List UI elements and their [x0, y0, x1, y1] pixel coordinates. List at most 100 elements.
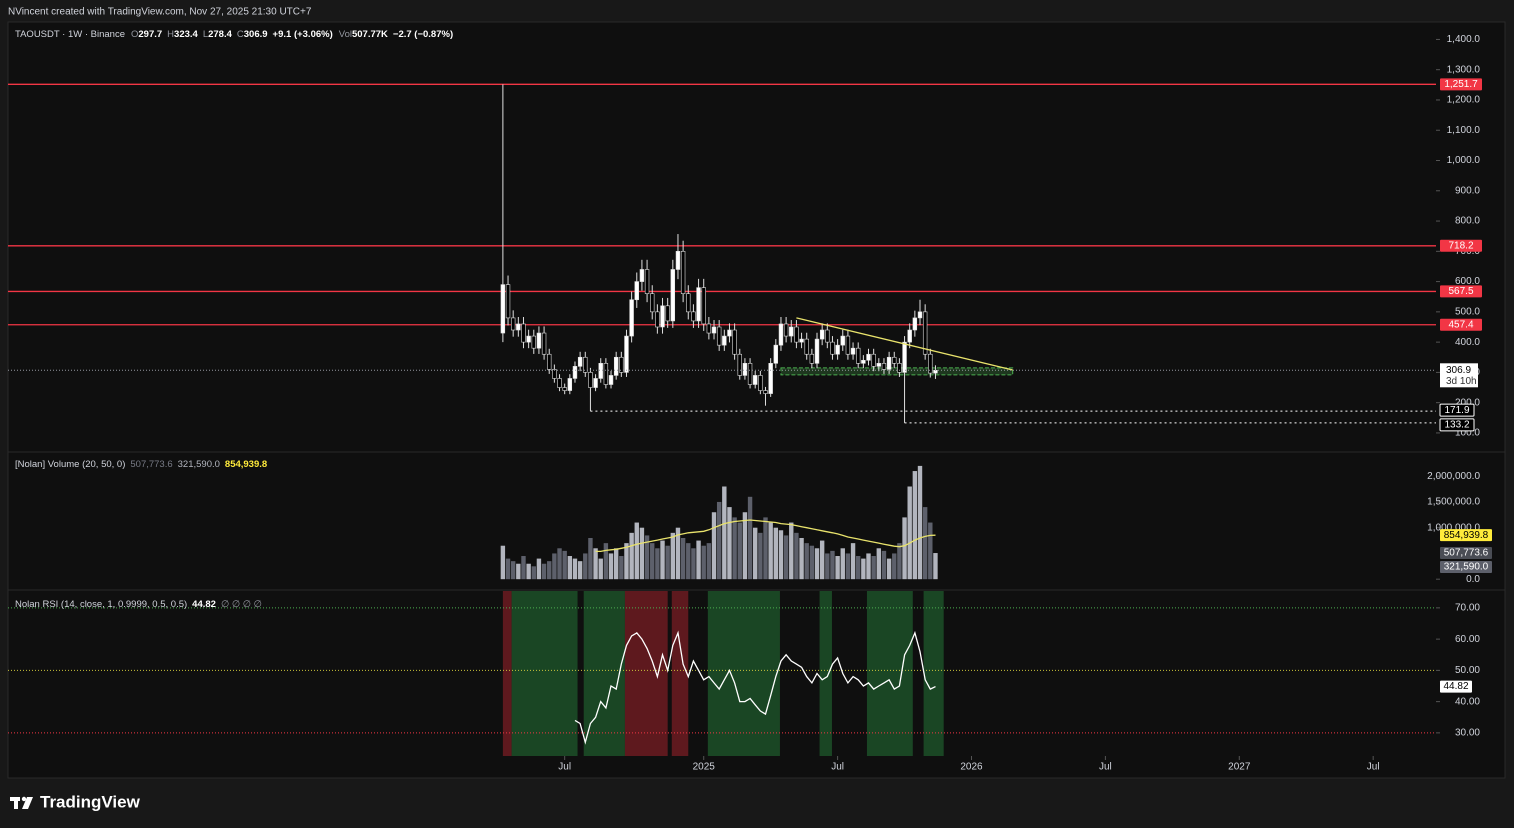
legend-title: [Nolan] Volume (20, 50, 0)	[15, 459, 125, 470]
y-tick-label: 1,500,000.0	[1427, 497, 1480, 508]
volume-value-label: 507,773.6	[1444, 548, 1489, 559]
volume-bar	[747, 496, 753, 580]
support-label: 171.9	[1444, 405, 1469, 416]
candle-body	[650, 293, 655, 313]
legend-item: 278.4	[208, 29, 232, 40]
y-tick-label: 600.0	[1455, 276, 1480, 287]
legend-value: 321,590.0	[178, 459, 220, 470]
volume-bar	[804, 543, 809, 580]
volume-bar	[521, 556, 526, 580]
volume-bar	[716, 501, 722, 580]
candle-body	[680, 251, 686, 294]
candle-body	[541, 332, 547, 355]
volume-bar	[562, 550, 567, 580]
volume-bar	[871, 556, 876, 580]
level-label: 1,251.7	[1444, 79, 1478, 90]
y-tick-label: 30.00	[1455, 728, 1480, 739]
candle-body	[598, 363, 603, 379]
y-tick-label: 100.0	[1455, 428, 1480, 439]
candle-body	[660, 305, 665, 328]
candle-body	[562, 387, 567, 391]
y-tick-label: 60.00	[1455, 634, 1480, 645]
candle-body	[644, 269, 650, 294]
rsi-value-label-box	[1440, 680, 1472, 693]
candle-body	[583, 356, 588, 373]
y-tick-label: 400.0	[1455, 337, 1480, 348]
rsi-value-label: 44.82	[1443, 681, 1468, 692]
volume-bar	[835, 556, 840, 580]
legend-item: C	[237, 29, 244, 40]
candle-body	[696, 287, 701, 322]
legend-item: TAOUSDT · 1W · Binance	[15, 29, 125, 40]
level-label: 567.5	[1448, 286, 1473, 297]
candle-body	[912, 317, 918, 331]
candle-body	[804, 338, 809, 355]
volume-bar	[814, 548, 820, 580]
volume-bar	[886, 558, 892, 580]
volume-bar	[660, 540, 665, 580]
volume-bar	[634, 522, 639, 580]
candle-body	[835, 344, 840, 355]
candle-body	[536, 332, 542, 349]
volume-bar	[933, 553, 938, 580]
volume-bar	[907, 486, 912, 580]
candle-body	[840, 335, 845, 346]
legend-value: 854,939.8	[225, 459, 267, 470]
level-label: 457.4	[1448, 319, 1473, 330]
volume-bar	[536, 558, 542, 580]
volume-bar	[531, 566, 536, 580]
candle-body	[619, 356, 624, 373]
volume-bar	[516, 563, 521, 580]
volume-bar	[768, 522, 773, 580]
candle-body	[732, 329, 737, 355]
legend-extra: ∅ ∅ ∅ ∅	[221, 599, 262, 610]
candle-body	[881, 363, 887, 370]
volume-value-label-box	[1440, 547, 1492, 560]
level-label-box	[1440, 78, 1482, 91]
candle-body	[758, 375, 763, 391]
candle-body	[799, 338, 804, 343]
candle-body	[809, 353, 815, 364]
volume-bar	[789, 522, 794, 580]
volume-bar	[583, 553, 588, 580]
rsi-zone	[583, 591, 625, 756]
support-label: 133.2	[1444, 420, 1469, 431]
legend-value: 507,773.6	[130, 459, 172, 470]
volume-value-label: 854,939.8	[1444, 530, 1489, 541]
candle-body	[686, 293, 691, 313]
volume-bar	[608, 553, 614, 580]
volume-bar	[825, 553, 830, 580]
rsi-zone	[511, 591, 578, 756]
volume-bar	[809, 545, 815, 580]
volume-bar	[552, 553, 557, 580]
volume-bar	[541, 563, 547, 580]
legend-item: −2.7 (−0.87%)	[393, 29, 453, 40]
candle-body	[665, 305, 670, 322]
candle-body	[510, 317, 516, 331]
candle-body	[624, 335, 629, 373]
last-price: 306.9	[1446, 365, 1471, 376]
volume-bar	[928, 522, 933, 580]
candle-body	[866, 353, 871, 361]
volume-bar	[881, 550, 887, 580]
volume-bar	[577, 561, 583, 580]
candle-body	[516, 323, 521, 331]
candle-body	[557, 378, 562, 388]
legend-item: 507.77K	[352, 29, 388, 40]
candle-body	[794, 326, 799, 343]
rsi-zone	[866, 591, 913, 756]
candle-body	[753, 375, 758, 385]
volume-bar	[655, 548, 660, 580]
volume-bar	[696, 540, 701, 580]
volume-bar	[917, 465, 923, 580]
candle-body	[789, 326, 794, 337]
trendline	[796, 317, 1013, 371]
volume-bar	[892, 553, 897, 580]
legend: [Nolan] Volume (20, 50, 0) 507,773.6 321,5…	[15, 459, 267, 470]
volume-bar	[598, 558, 603, 580]
support-label-box	[1439, 403, 1475, 417]
candle-body	[639, 269, 645, 282]
legend-item: 323.4	[174, 29, 198, 40]
volume-bar	[505, 558, 511, 580]
